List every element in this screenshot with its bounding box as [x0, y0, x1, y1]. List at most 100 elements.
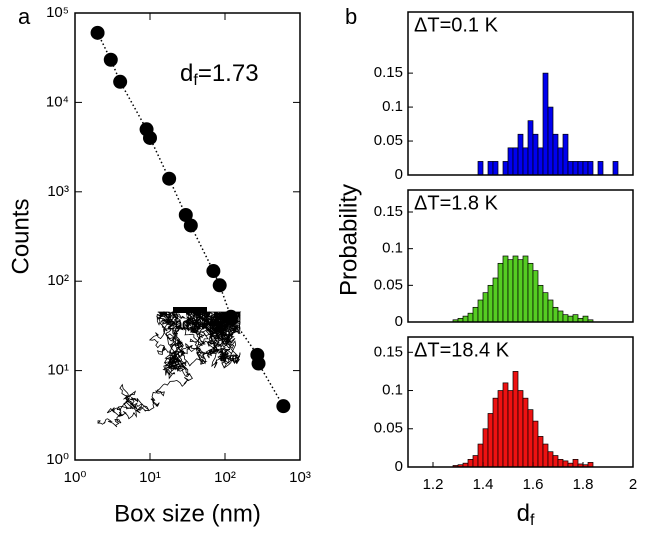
histogram-bar — [477, 299, 484, 323]
histogram-bar — [482, 428, 489, 468]
histogram-bar — [612, 161, 619, 176]
histogram-bar — [532, 270, 539, 323]
histogram-bar — [597, 161, 604, 176]
y-tick-label: 0.15 — [374, 343, 403, 360]
histogram-bar — [497, 262, 504, 323]
histogram-bar — [527, 262, 534, 323]
histogram-bar — [572, 314, 579, 323]
histogram-bar — [552, 455, 559, 468]
histogram-bar — [547, 106, 554, 176]
histogram-bar — [567, 315, 574, 323]
data-point — [251, 356, 266, 371]
y-tick-label: 0.05 — [374, 132, 403, 149]
panel-label: b — [345, 4, 357, 29]
histogram-bar — [532, 133, 539, 176]
histogram-bar — [557, 310, 564, 323]
y-tick-label: 0.15 — [374, 203, 403, 220]
histogram-bar — [527, 120, 534, 176]
y-tick-label: 0.1 — [382, 98, 403, 115]
histogram-bar — [502, 161, 509, 176]
y-tick-label: 10³ — [47, 183, 69, 200]
histogram-bar — [512, 147, 519, 176]
histogram-bar — [572, 161, 579, 176]
histogram-bar — [527, 409, 534, 468]
y-tick-label: 10⁵ — [46, 4, 69, 21]
data-point — [178, 208, 193, 223]
annotation: ΔT=1.8 K — [414, 192, 499, 214]
histogram-bar — [542, 292, 549, 323]
y-tick-label: 0 — [395, 166, 403, 183]
histogram-bar — [522, 147, 529, 176]
annotation: ΔT=0.1 K — [414, 14, 499, 36]
inset-cluster — [97, 310, 242, 428]
y-axis-label: Counts — [7, 198, 34, 274]
annotation-part: f — [193, 72, 198, 89]
histogram-bar — [487, 413, 494, 468]
histogram-bar — [562, 133, 569, 176]
histogram-bar — [552, 306, 559, 323]
data-point — [143, 130, 157, 145]
y-tick-label: 0.1 — [382, 381, 403, 398]
histogram-bar — [512, 255, 519, 323]
y-tick-label: 10² — [47, 272, 69, 289]
y-tick-label: 0 — [395, 313, 403, 330]
scale-bar — [173, 307, 207, 313]
histogram-bar — [517, 133, 524, 176]
histogram-bar — [582, 315, 589, 323]
histogram-bar — [487, 161, 494, 176]
data-point — [223, 309, 238, 324]
histogram-bar — [472, 455, 479, 468]
data-point — [113, 74, 128, 89]
x-tick-label: 10³ — [289, 469, 311, 486]
histogram-bar — [522, 255, 529, 323]
data-point — [162, 171, 177, 186]
data-point — [103, 52, 118, 67]
x-tick-label: 2 — [629, 476, 637, 493]
annotation: ΔT=18.4 K — [414, 339, 510, 361]
x-tick-label: 1.8 — [573, 476, 594, 493]
histogram-bar — [477, 161, 484, 176]
x-tick-label: 10⁰ — [64, 469, 87, 486]
plot-frame — [74, 12, 301, 461]
data-point — [90, 25, 105, 40]
histogram-bar — [507, 259, 514, 323]
y-tick-label: 0.05 — [374, 276, 403, 293]
inset-label: 200 nm — [168, 317, 213, 332]
histogram-bar — [552, 133, 559, 176]
histogram-bar — [517, 259, 524, 323]
histogram-bar — [472, 306, 479, 323]
x-tick-label: 1.2 — [423, 476, 444, 493]
y-tick-label: 0.05 — [374, 420, 403, 437]
histogram-bar — [467, 459, 474, 468]
plot-frame — [407, 11, 634, 176]
x-tick-label: 10¹ — [139, 469, 161, 486]
histogram-bar — [507, 147, 514, 176]
panel-label: a — [18, 4, 31, 29]
histogram-bar — [492, 397, 499, 468]
y-tick-label: 0 — [395, 458, 403, 475]
histogram-bar — [557, 459, 564, 468]
x-tick-label: 1.4 — [473, 476, 494, 493]
histogram-bar — [477, 443, 484, 468]
histogram-bar — [547, 451, 554, 468]
histogram-bar — [502, 382, 509, 468]
histogram-bar — [482, 292, 489, 323]
annotation: df=1.73 — [180, 60, 259, 89]
histogram-bar — [547, 299, 554, 323]
plot-frame — [407, 336, 634, 468]
x-axis-label: Box size (nm) — [114, 500, 261, 527]
data-point — [212, 278, 227, 293]
data-point — [183, 218, 198, 233]
histogram-bar — [502, 255, 509, 323]
data-point — [206, 264, 221, 279]
annotation-part: =1.73 — [198, 60, 259, 87]
histogram-bar — [467, 312, 474, 323]
histogram-bar — [497, 390, 504, 468]
x-axis-label: df — [517, 500, 535, 529]
histogram-bar — [492, 161, 499, 176]
data-point — [276, 399, 291, 414]
histogram-bar — [582, 161, 589, 176]
histogram-bar — [512, 371, 519, 468]
histogram-bar — [557, 147, 564, 176]
